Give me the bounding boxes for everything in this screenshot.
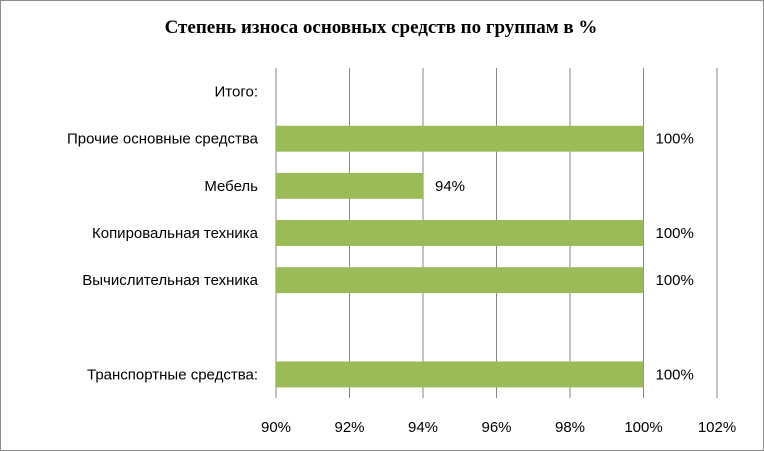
data-label: 100% [656, 131, 694, 148]
x-tick-label: 96% [481, 419, 511, 436]
x-tick-label: 102% [698, 419, 736, 436]
x-tick-label: 98% [555, 419, 585, 436]
category-label: Копировальная техника [92, 225, 259, 242]
bar [276, 220, 644, 246]
category-label: Мебель [204, 178, 258, 195]
chart-title: Степень износа основных средств по групп… [164, 17, 598, 38]
x-tick-label: 92% [334, 419, 364, 436]
category-label: Транспортные средства: [87, 366, 258, 383]
category-label: Итого: [215, 84, 258, 101]
data-label: 100% [656, 272, 694, 289]
x-tick-label: 94% [408, 419, 438, 436]
bar [276, 125, 644, 152]
bar [276, 267, 644, 294]
x-tick-label: 90% [261, 419, 291, 436]
category-label: Прочие основные средства [67, 131, 259, 148]
x-tick-label: 100% [624, 419, 662, 436]
bar [276, 172, 423, 199]
bar [276, 361, 644, 388]
category-label: Вычислительная техника [82, 272, 258, 289]
data-label: 100% [656, 366, 694, 383]
data-label: 94% [435, 178, 465, 195]
data-label: 100% [656, 225, 694, 242]
